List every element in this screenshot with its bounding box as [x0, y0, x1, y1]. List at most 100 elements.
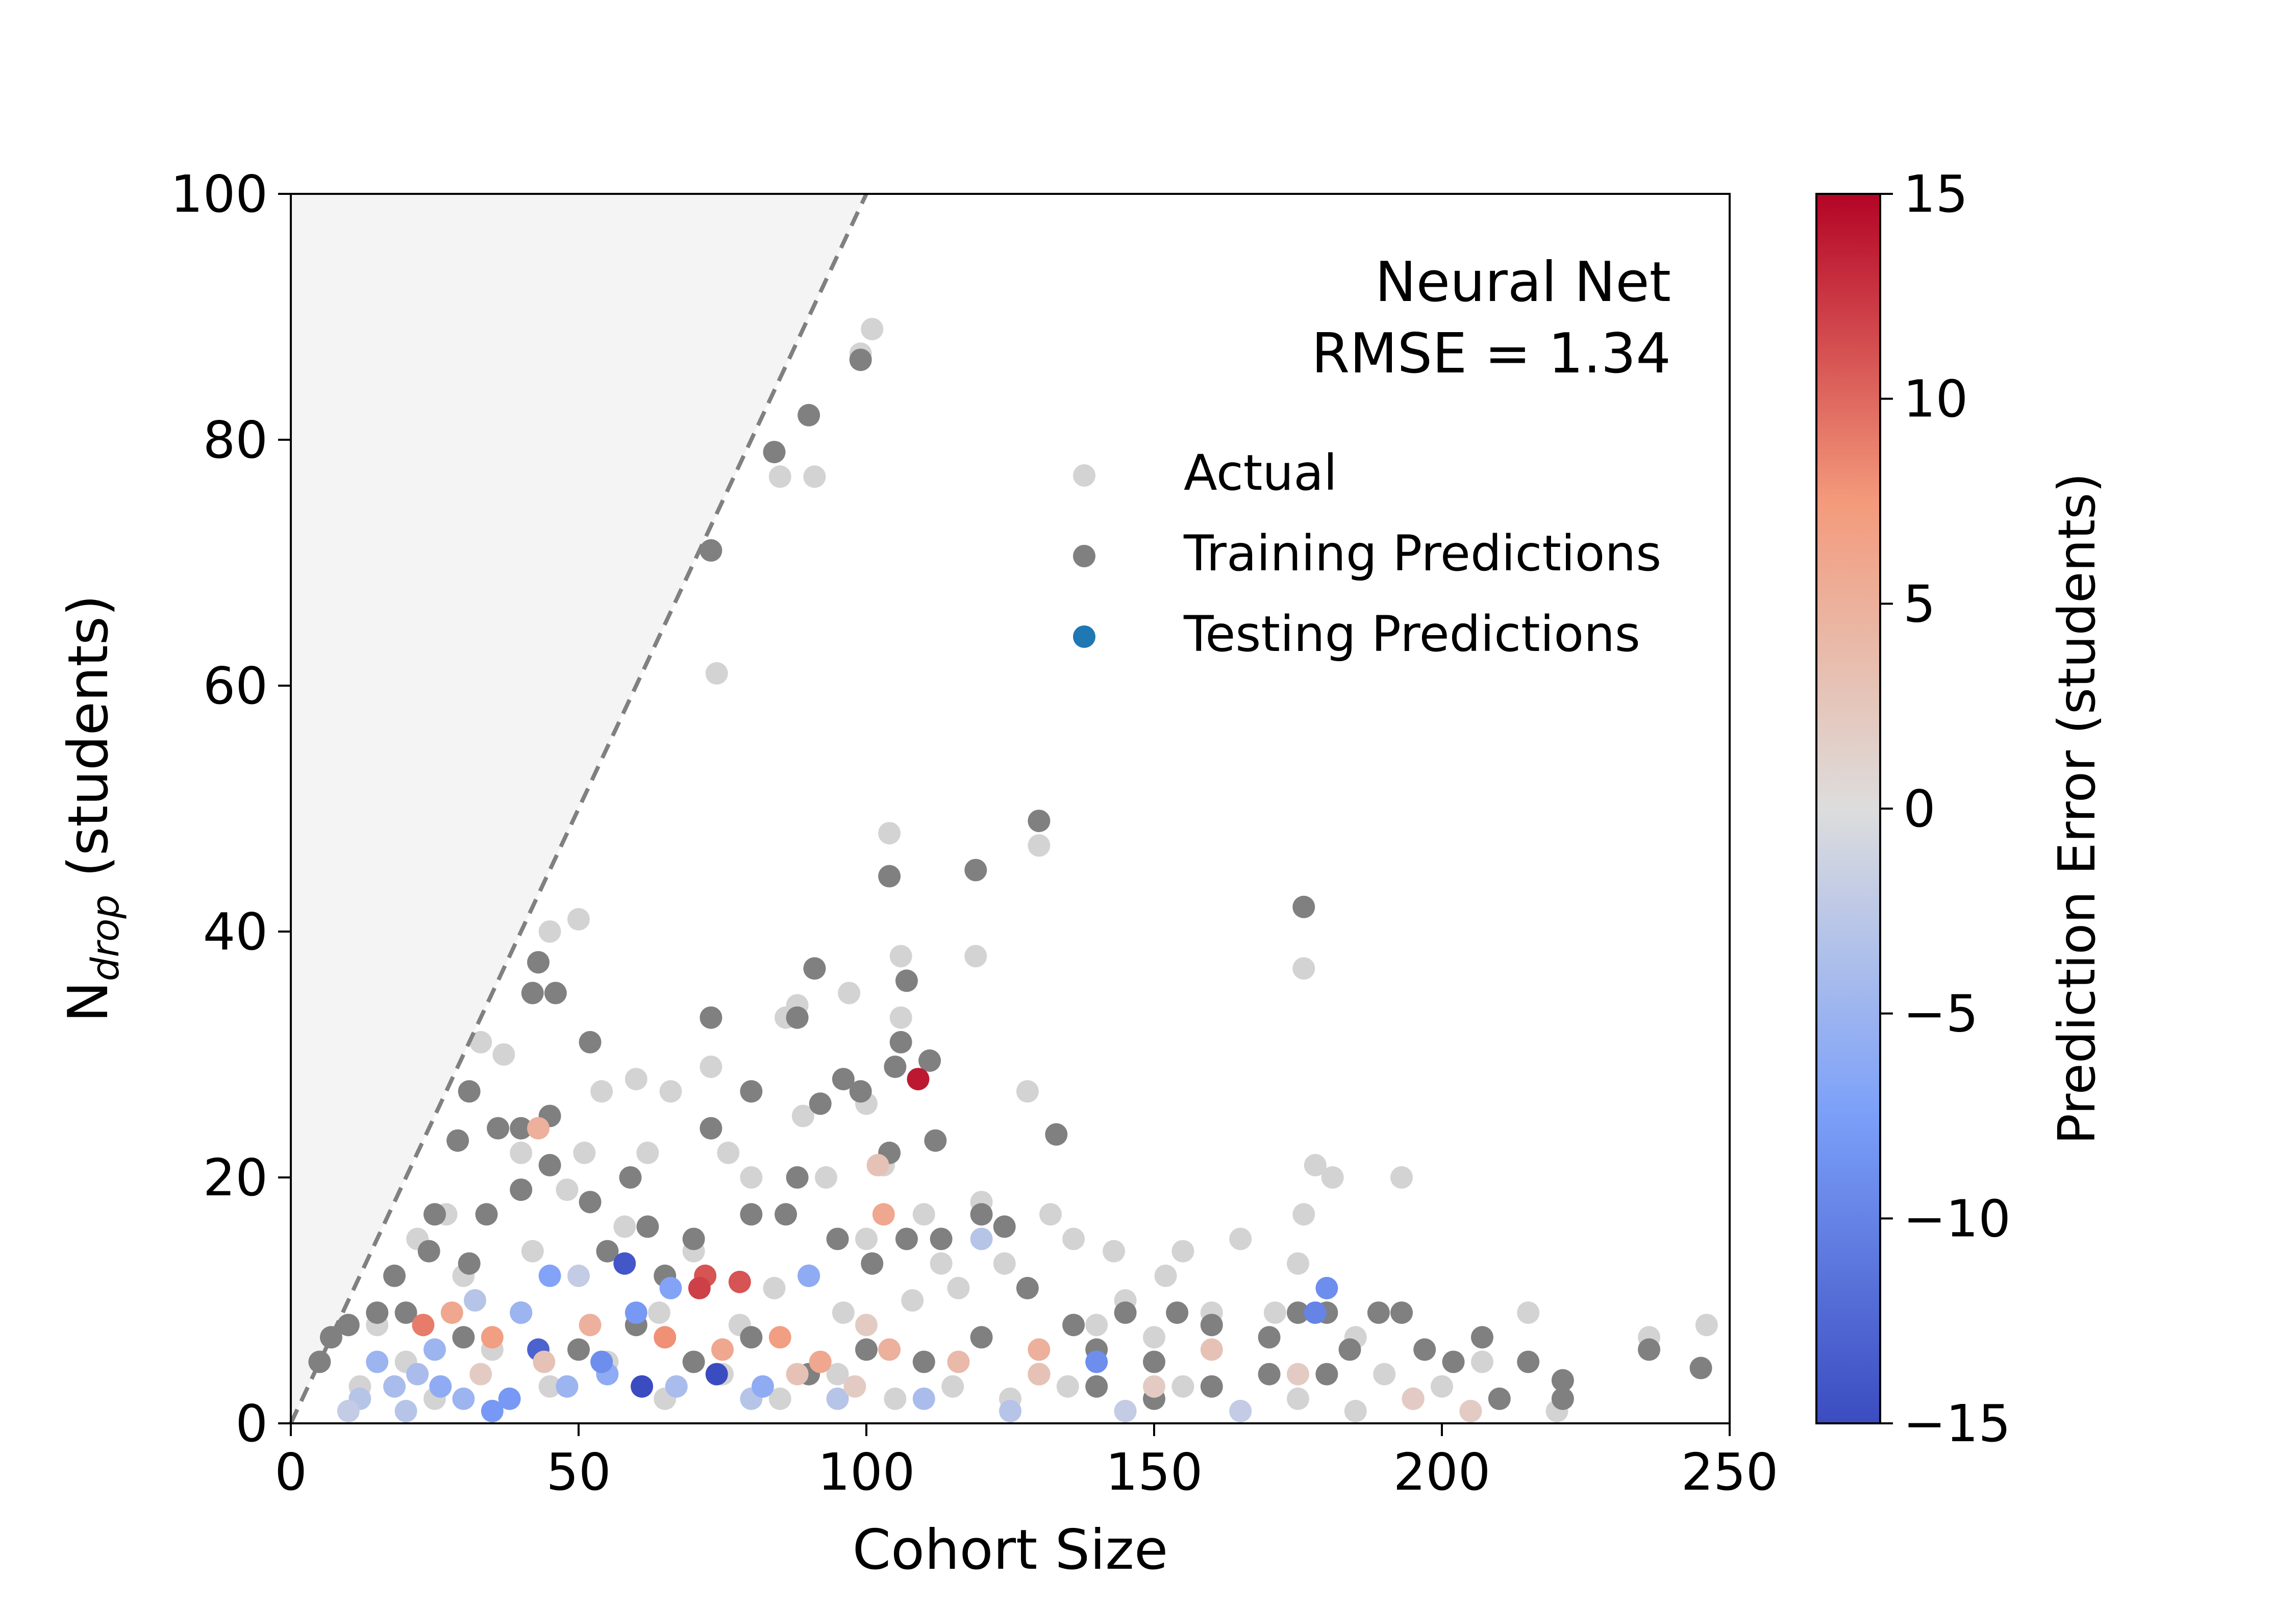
actual-point [556, 1178, 579, 1201]
testing-point [1114, 1399, 1137, 1422]
testing-point [469, 1363, 492, 1386]
training-point [394, 1301, 417, 1324]
testing-point [366, 1350, 389, 1373]
actual-point [964, 945, 987, 968]
legend: Actual Training Predictions Testing Pred… [1073, 444, 1661, 663]
actual-point [705, 662, 728, 685]
actual-point [1292, 957, 1315, 980]
testing-point [613, 1252, 636, 1275]
training-point [538, 1153, 561, 1176]
actual-point [838, 982, 861, 1005]
y-axis-ticks: 0 20 40 60 80 100 [170, 164, 291, 1453]
colorbar-tick-label: 10 [1903, 369, 1968, 429]
testing-point [498, 1387, 521, 1410]
testing-point [556, 1375, 579, 1398]
training-point [740, 1203, 763, 1226]
testing-point [481, 1399, 504, 1422]
actual-point [1517, 1301, 1540, 1324]
actual-point [613, 1215, 636, 1238]
testing-point [429, 1375, 452, 1398]
training-point [1258, 1363, 1281, 1386]
actual-point [815, 1166, 838, 1189]
actual-point [1373, 1363, 1396, 1386]
training-point [1367, 1301, 1390, 1324]
testing-point [855, 1314, 878, 1337]
training-point [619, 1166, 642, 1189]
training-point [1551, 1387, 1574, 1410]
training-point [775, 1203, 797, 1226]
testing-point [1028, 1363, 1051, 1386]
actual-point [1171, 1375, 1194, 1398]
legend-marker-actual [1073, 464, 1095, 487]
training-point [1517, 1350, 1540, 1373]
actual-point [740, 1166, 763, 1189]
training-point [337, 1314, 360, 1337]
testing-point [1459, 1399, 1482, 1422]
actual-point [636, 1141, 659, 1164]
training-point [487, 1117, 510, 1140]
training-point [596, 1240, 619, 1263]
testing-point [1200, 1338, 1223, 1361]
actual-point [625, 1068, 647, 1091]
training-point [521, 982, 544, 1005]
legend-label-training: Training Predictions [1183, 525, 1661, 582]
actual-point [1062, 1227, 1085, 1250]
training-point [700, 539, 722, 562]
training-point [912, 1350, 935, 1373]
training-point [1638, 1338, 1661, 1361]
actual-point [1344, 1399, 1367, 1422]
x-tick-label: 100 [818, 1442, 915, 1502]
training-point [510, 1178, 533, 1201]
plot-frame [290, 193, 1731, 1424]
colorbar-tick-label: −15 [1903, 1394, 2011, 1453]
testing-point [1143, 1375, 1165, 1398]
y-axis-label-rest: (students) [57, 595, 120, 895]
training-point [964, 859, 987, 882]
x-tick-label: 250 [1681, 1442, 1779, 1502]
x-tick-label: 50 [546, 1442, 611, 1502]
actual-point [889, 945, 912, 968]
y-tick-label: 0 [235, 1394, 268, 1453]
actual-point [930, 1252, 953, 1275]
actual-point [1085, 1314, 1108, 1337]
training-point [475, 1203, 498, 1226]
training-point [366, 1301, 389, 1324]
colorbar-tick-label: 5 [1903, 574, 1936, 634]
testing-point [878, 1338, 901, 1361]
testing-point [1402, 1387, 1425, 1410]
testing-point [412, 1314, 435, 1337]
actual-point [884, 1387, 907, 1410]
testing-point [843, 1375, 866, 1398]
actual-point [1287, 1387, 1309, 1410]
training-point [308, 1350, 331, 1373]
testing-point [751, 1375, 774, 1398]
actual-point [1470, 1350, 1493, 1373]
actual-point [1263, 1301, 1286, 1324]
y-tick-label: 100 [170, 164, 268, 224]
training-point [527, 951, 550, 974]
colorbar-tick-label: −10 [1903, 1189, 2011, 1248]
training-point [740, 1326, 763, 1349]
training-point [417, 1240, 440, 1263]
x-axis-ticks: 0 50 100 150 200 250 [274, 1423, 1778, 1502]
y-tick-label: 80 [203, 410, 268, 470]
testing-point [337, 1399, 360, 1422]
testing-point [786, 1363, 809, 1386]
training-point [786, 1006, 809, 1029]
training-point [458, 1252, 481, 1275]
training-point [930, 1227, 953, 1250]
training-point [544, 982, 567, 1005]
x-axis-label: Cohort Size [853, 1518, 1168, 1582]
legend-label-testing: Testing Predictions [1183, 606, 1640, 663]
testing-point [1085, 1350, 1108, 1373]
y-axis-label-sub: drop [84, 895, 128, 982]
actual-point [803, 465, 826, 488]
training-point [1551, 1369, 1574, 1392]
training-point [1028, 810, 1051, 833]
training-point [1062, 1314, 1085, 1337]
training-point [970, 1326, 993, 1349]
training-point [1390, 1301, 1413, 1324]
testing-point [579, 1314, 602, 1337]
training-point [452, 1326, 475, 1349]
